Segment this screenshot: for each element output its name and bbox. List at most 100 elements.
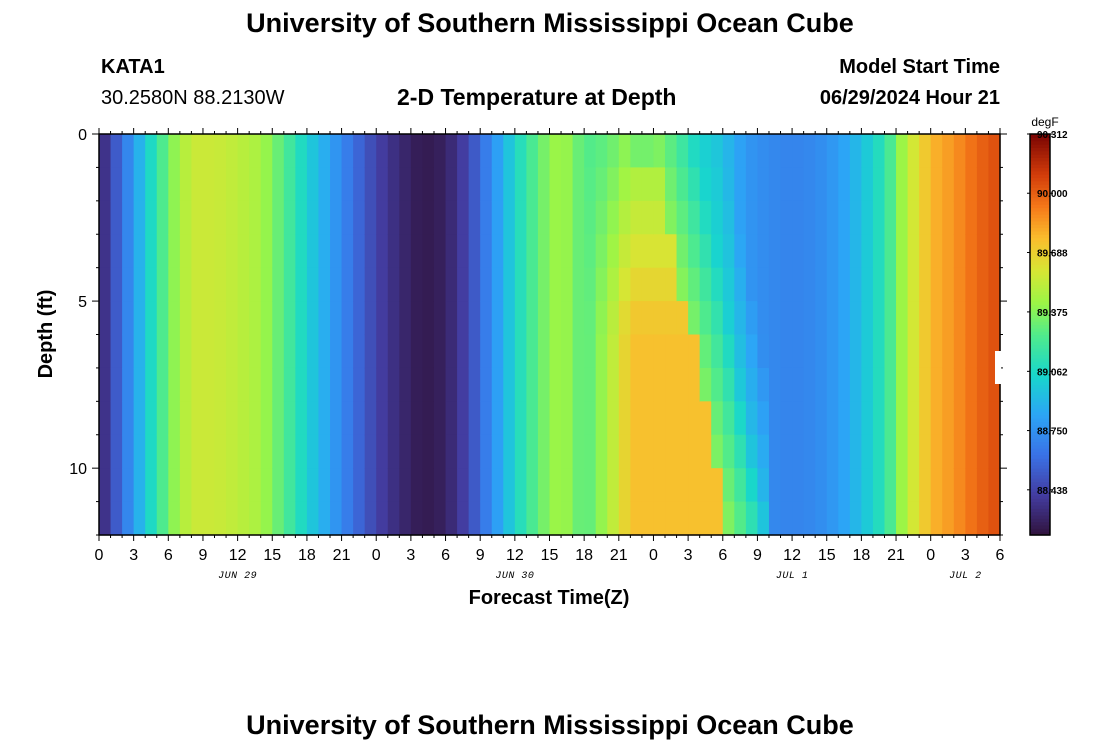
heatmap-cell xyxy=(226,301,239,336)
heatmap-cell xyxy=(179,167,193,202)
colorbar-tick-label: 90.000 xyxy=(1037,189,1068,200)
heatmap-cell xyxy=(387,468,400,503)
colorbar-segment xyxy=(1030,267,1050,272)
heatmap-cell xyxy=(595,468,608,503)
heatmap-cell xyxy=(595,167,608,202)
heatmap-cell xyxy=(849,501,862,536)
heatmap-cell xyxy=(110,401,123,436)
heatmap-cell xyxy=(653,367,666,402)
heatmap-cell xyxy=(214,367,227,402)
colorbar-segment xyxy=(1030,237,1050,242)
heatmap-cell xyxy=(815,367,828,402)
heatmap-cell xyxy=(826,200,839,235)
heatmap-cell xyxy=(803,301,816,336)
heatmap-cell xyxy=(549,468,562,503)
colorbar-segment xyxy=(1030,404,1050,409)
colorbar-segment xyxy=(1030,264,1050,269)
y-tick-label: 0 xyxy=(78,127,87,144)
heatmap-cell xyxy=(665,200,678,235)
heatmap-cell xyxy=(988,401,1001,436)
colorbar-segment xyxy=(1030,491,1050,496)
heatmap-cell xyxy=(630,401,643,436)
colorbar-segment xyxy=(1030,287,1050,292)
heatmap-cell xyxy=(491,200,504,235)
heatmap-cell xyxy=(792,501,805,536)
heatmap-cell xyxy=(919,434,932,469)
colorbar-segment xyxy=(1030,284,1050,289)
heatmap-cell xyxy=(849,401,862,436)
heatmap-cell xyxy=(734,234,747,269)
heatmap-cell xyxy=(976,234,990,269)
heatmap-cell xyxy=(768,200,782,235)
heatmap-cell xyxy=(838,200,851,235)
heatmap-cell xyxy=(260,468,273,503)
heatmap-cell xyxy=(676,200,689,235)
heatmap-cell xyxy=(884,301,897,336)
heatmap-cell xyxy=(283,434,296,469)
heatmap-cell xyxy=(249,334,262,369)
colorbar-segment xyxy=(1030,468,1050,473)
heatmap-cell xyxy=(330,334,343,369)
heatmap-cell xyxy=(260,434,273,469)
heatmap-cell xyxy=(295,334,308,369)
heatmap-cell xyxy=(376,401,389,436)
heatmap-cell xyxy=(272,367,285,402)
heatmap-cell xyxy=(549,301,562,336)
heatmap-cell xyxy=(665,167,678,202)
heatmap-cell xyxy=(341,367,354,402)
colorbar-segment xyxy=(1030,501,1050,506)
heatmap-cell xyxy=(549,134,562,169)
heatmap-cell xyxy=(919,367,932,402)
heatmap-cell xyxy=(330,367,343,402)
heatmap-cell xyxy=(526,501,539,536)
heatmap-cell xyxy=(283,367,296,402)
heatmap-cell xyxy=(861,134,874,169)
colorbar-segment xyxy=(1030,498,1050,503)
heatmap-cell xyxy=(953,501,966,536)
heatmap-cell xyxy=(815,334,828,369)
heatmap-cell xyxy=(364,167,377,202)
heatmap-cell xyxy=(780,334,793,369)
heatmap-cell xyxy=(734,367,747,402)
heatmap-cell xyxy=(676,401,689,436)
heatmap-cell xyxy=(295,267,308,302)
heatmap-cell xyxy=(179,134,193,169)
x-tick-label: 12 xyxy=(229,547,247,564)
heatmap-cell xyxy=(768,334,782,369)
heatmap-cell xyxy=(422,434,435,469)
heatmap-cell xyxy=(919,167,932,202)
heatmap-cell xyxy=(168,267,181,302)
heatmap-cell xyxy=(584,334,597,369)
heatmap-cell xyxy=(387,234,400,269)
heatmap-cell xyxy=(318,134,331,169)
heatmap-cell xyxy=(353,167,366,202)
heatmap-cell xyxy=(399,434,412,469)
heatmap-cell xyxy=(584,234,597,269)
heatmap-cell xyxy=(133,134,146,169)
heatmap-cell xyxy=(641,167,655,202)
heatmap-cell xyxy=(457,501,470,536)
heatmap-cell xyxy=(387,501,400,536)
heatmap-cell xyxy=(607,401,620,436)
heatmap-cell xyxy=(318,200,331,235)
heatmap-cell xyxy=(607,301,620,336)
heatmap-cell xyxy=(433,200,447,235)
heatmap-cell xyxy=(653,468,666,503)
colorbar-segment xyxy=(1030,464,1050,469)
colorbar-tick-label: 89.062 xyxy=(1037,367,1068,378)
heatmap-cell xyxy=(641,367,655,402)
heatmap-cell xyxy=(168,367,181,402)
heatmap-cell xyxy=(422,401,435,436)
heatmap-cell xyxy=(757,468,770,503)
colorbar-segment xyxy=(1030,371,1050,376)
heatmap-cell xyxy=(445,234,458,269)
heatmap-cell xyxy=(133,234,146,269)
heatmap-cell xyxy=(468,301,481,336)
heatmap-cell xyxy=(191,301,204,336)
heatmap-cell xyxy=(688,167,701,202)
heatmap-cell xyxy=(965,334,978,369)
colorbar-segment xyxy=(1030,194,1050,199)
heatmap-cell xyxy=(953,301,966,336)
heatmap-cell xyxy=(202,367,216,402)
heatmap-cell xyxy=(110,234,123,269)
